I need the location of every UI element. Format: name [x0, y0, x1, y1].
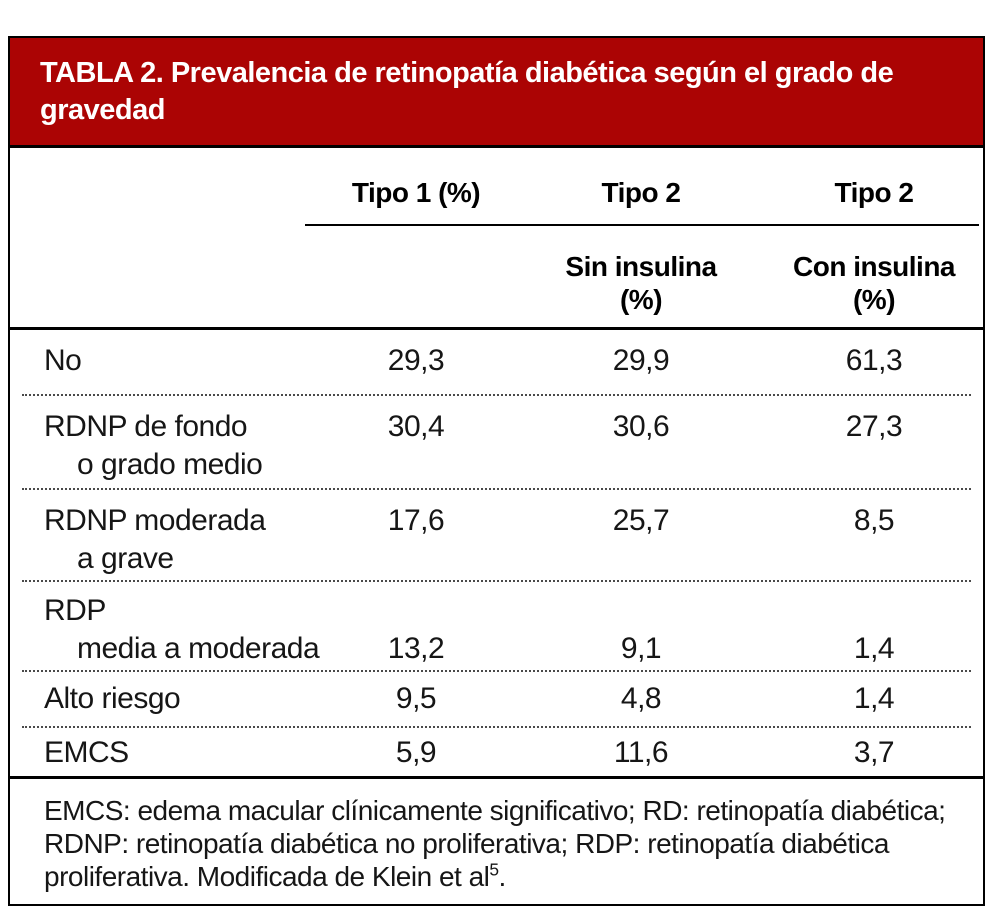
cell-tipo1: 13,2 — [387, 632, 445, 665]
cell-tipo2-con: 27,3 — [845, 410, 903, 443]
sub-header-empty — [10, 250, 305, 316]
cell-tipo2-con: 1,4 — [853, 682, 895, 715]
cell-tipo2-con: 8,5 — [853, 504, 895, 537]
header-body-divider — [10, 327, 983, 330]
footnote-reference-number: 5 — [489, 859, 499, 880]
footnote-line2: RDNP: retinopatía diabética no prolifera… — [44, 828, 889, 859]
footnote-line3-text: proliferativa. Modificada de Klein et al — [44, 861, 490, 892]
table-row-emcs: EMCS 5,9 11,6 3,7 — [10, 728, 983, 776]
row-label: RDP media a moderada — [10, 592, 320, 668]
row-label-line2: media a moderada — [77, 632, 320, 665]
cell-tipo1: 5,9 — [395, 736, 437, 769]
header-underline — [305, 224, 979, 226]
sub-header-sin-line2: (%) — [619, 284, 663, 315]
table-row-rdnp-moderada: RDNP moderada a grave 17,6 25,7 8,5 — [10, 490, 983, 580]
cell-tipo1: 30,4 — [387, 410, 445, 443]
cell-tipo2-sin: 30,6 — [612, 410, 670, 443]
column-header-empty — [10, 178, 305, 208]
table-title-line1: TABLA 2. Prevalencia de retinopatía diab… — [40, 57, 894, 89]
footnote-line1: EMCS: edema macular clínicamente signifi… — [44, 795, 946, 826]
table-row-rdp: RDP media a moderada 13,2 9,1 1,4 — [10, 582, 983, 670]
row-label-line1: RDNP de fondo — [44, 410, 248, 443]
cell-tipo2-sin: 9,1 — [620, 632, 662, 665]
cell-tipo1: 9,5 — [395, 682, 437, 715]
row-label-line2: o grado medio — [77, 448, 263, 481]
table-footnote: EMCS: edema macular clínicamente signifi… — [10, 776, 983, 911]
table-row-rdnp-fondo: RDNP de fondo o grado medio 30,4 30,6 27… — [10, 396, 983, 488]
table-row-no: No 29,3 29,9 61,3 — [10, 330, 983, 394]
cell-tipo2-con: 61,3 — [845, 344, 903, 377]
column-header-tipo2-sin: Tipo 2 — [601, 177, 681, 208]
row-divider — [22, 726, 971, 728]
sub-header-empty2 — [305, 250, 527, 316]
table-row-alto-riesgo: Alto riesgo 9,5 4,8 1,4 — [10, 672, 983, 726]
row-label-line1: EMCS — [44, 736, 129, 769]
table-title-bar: TABLA 2. Prevalencia de retinopatía diab… — [10, 38, 983, 148]
row-label-line1: Alto riesgo — [44, 682, 181, 715]
cell-tipo2-con: 3,7 — [853, 736, 895, 769]
cell-tipo1: 29,3 — [387, 344, 445, 377]
column-header-row: Tipo 1 (%) Tipo 2 Tipo 2 — [10, 178, 983, 226]
row-label: RDNP moderada a grave — [10, 502, 305, 578]
cell-tipo1: 17,6 — [387, 504, 445, 537]
row-divider — [22, 394, 971, 396]
row-label-line2: a grave — [77, 542, 174, 575]
column-header-tipo1: Tipo 1 (%) — [351, 177, 481, 208]
cell-tipo2-sin: 25,7 — [612, 504, 670, 537]
sub-header-sin-line1: Sin insulina — [565, 251, 717, 282]
table-title-line2: gravedad — [40, 94, 165, 126]
row-label: No — [10, 342, 305, 380]
row-divider — [22, 580, 971, 582]
row-label-line1: No — [44, 344, 82, 377]
sub-header-sin-insulina: Sin insulina (%) — [527, 250, 755, 316]
cell-tipo2-sin: 4,8 — [620, 682, 662, 715]
cell-tipo2-con: 1,4 — [853, 632, 895, 665]
cell-tipo2-sin: 11,6 — [613, 736, 669, 769]
cell-tipo2-sin: 29,9 — [612, 344, 670, 377]
sub-header-con-line2: (%) — [852, 284, 896, 315]
sub-header-con-insulina: Con insulina (%) — [755, 250, 979, 316]
row-divider — [22, 670, 971, 672]
column-header-tipo2-con: Tipo 2 — [834, 177, 914, 208]
row-label: Alto riesgo — [10, 680, 305, 718]
row-divider — [22, 488, 971, 490]
row-label-line1: RDNP moderada — [44, 504, 266, 537]
table-container: TABLA 2. Prevalencia de retinopatía diab… — [8, 36, 985, 906]
sub-header-row: Sin insulina (%) Con insulina (%) — [10, 250, 983, 316]
row-label: EMCS — [10, 734, 305, 772]
sub-header-con-line1: Con insulina — [793, 251, 956, 282]
footnote-line3: proliferativa. Modificada de Klein et al… — [44, 860, 953, 893]
row-label: RDNP de fondo o grado medio — [10, 408, 305, 484]
footnote-line3-suffix: . — [498, 861, 507, 892]
row-label-line1: RDP — [44, 594, 106, 627]
